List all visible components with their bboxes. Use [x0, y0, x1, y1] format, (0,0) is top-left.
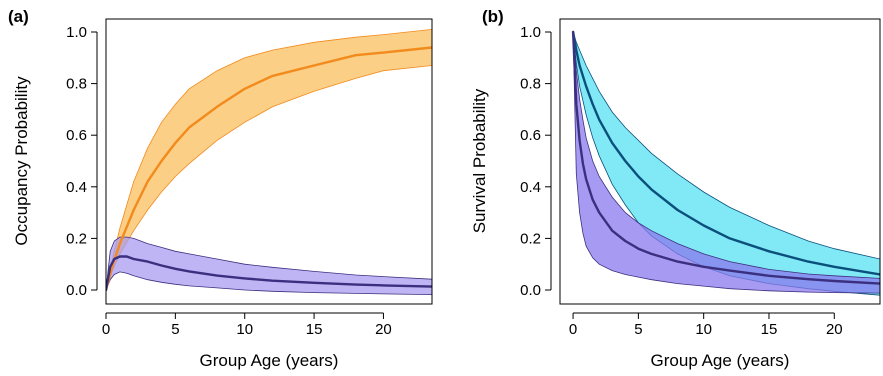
- bands-layer: [106, 28, 432, 296]
- y-axis-title: Survival Probability: [470, 88, 489, 233]
- y-ticks: 0.0 0.2 0.4 0.6 0.8 1.0: [520, 24, 552, 299]
- y-tick-label: 0.4: [520, 179, 541, 196]
- x-tick-label: 0: [102, 321, 110, 338]
- panel-label: (a): [8, 7, 29, 26]
- panel-b: (b) 0 5 10 15 20 0.0 0.2 0.4 0.6 0.8 1.0 Group Ag…: [470, 7, 881, 370]
- y-tick-label: 0.0: [66, 282, 87, 299]
- x-ticks: 0 5 10 15 20: [102, 312, 392, 338]
- x-tick-label: 10: [695, 321, 712, 338]
- x-tick-label: 20: [375, 321, 392, 338]
- plot-frame: [559, 18, 881, 305]
- x-tick-label: 0: [569, 321, 577, 338]
- x-tick-label: 15: [306, 321, 323, 338]
- y-ticks: 0.0 0.2 0.4 0.6 0.8 1.0: [66, 24, 98, 299]
- y-tick-label: 1.0: [520, 24, 541, 41]
- x-axis-title: Group Age (years): [200, 351, 339, 370]
- x-tick-label: 5: [634, 321, 642, 338]
- x-tick-label: 20: [826, 321, 843, 338]
- y-tick-label: 0.0: [520, 282, 541, 299]
- lines-layer: [571, 30, 880, 285]
- panel-label: (b): [482, 7, 504, 26]
- confidence-band-1: [106, 236, 432, 296]
- confidence-band-1: [572, 31, 880, 294]
- panel-a: (a) 0 5 10 15 20 0.0 0.2 0.4 0.6 0.8 1.0 Group Ag…: [8, 7, 433, 370]
- y-tick-label: 1.0: [66, 24, 87, 41]
- y-tick-label: 0.2: [66, 230, 87, 247]
- lines-layer: [106, 46, 432, 292]
- x-axis-title: Group Age (years): [651, 351, 790, 370]
- bands-layer: [572, 31, 880, 296]
- x-tick-label: 15: [761, 321, 778, 338]
- y-tick-label: 0.4: [66, 179, 87, 196]
- mean-line-1: [571, 30, 880, 285]
- y-tick-label: 0.8: [66, 76, 87, 93]
- y-tick-label: 0.2: [520, 230, 541, 247]
- mean-line-0: [106, 46, 432, 292]
- plot-frame: [105, 18, 433, 305]
- y-tick-label: 0.8: [520, 76, 541, 93]
- x-tick-label: 5: [171, 321, 179, 338]
- y-tick-label: 0.6: [66, 127, 87, 144]
- confidence-band-0: [106, 28, 432, 291]
- x-tick-label: 10: [236, 321, 253, 338]
- y-axis-title: Occupancy Probability: [12, 76, 31, 246]
- x-ticks: 0 5 10 15 20: [569, 312, 843, 338]
- mean-line-1: [106, 255, 432, 292]
- y-tick-label: 0.6: [520, 127, 541, 144]
- mean-line-0: [571, 30, 880, 276]
